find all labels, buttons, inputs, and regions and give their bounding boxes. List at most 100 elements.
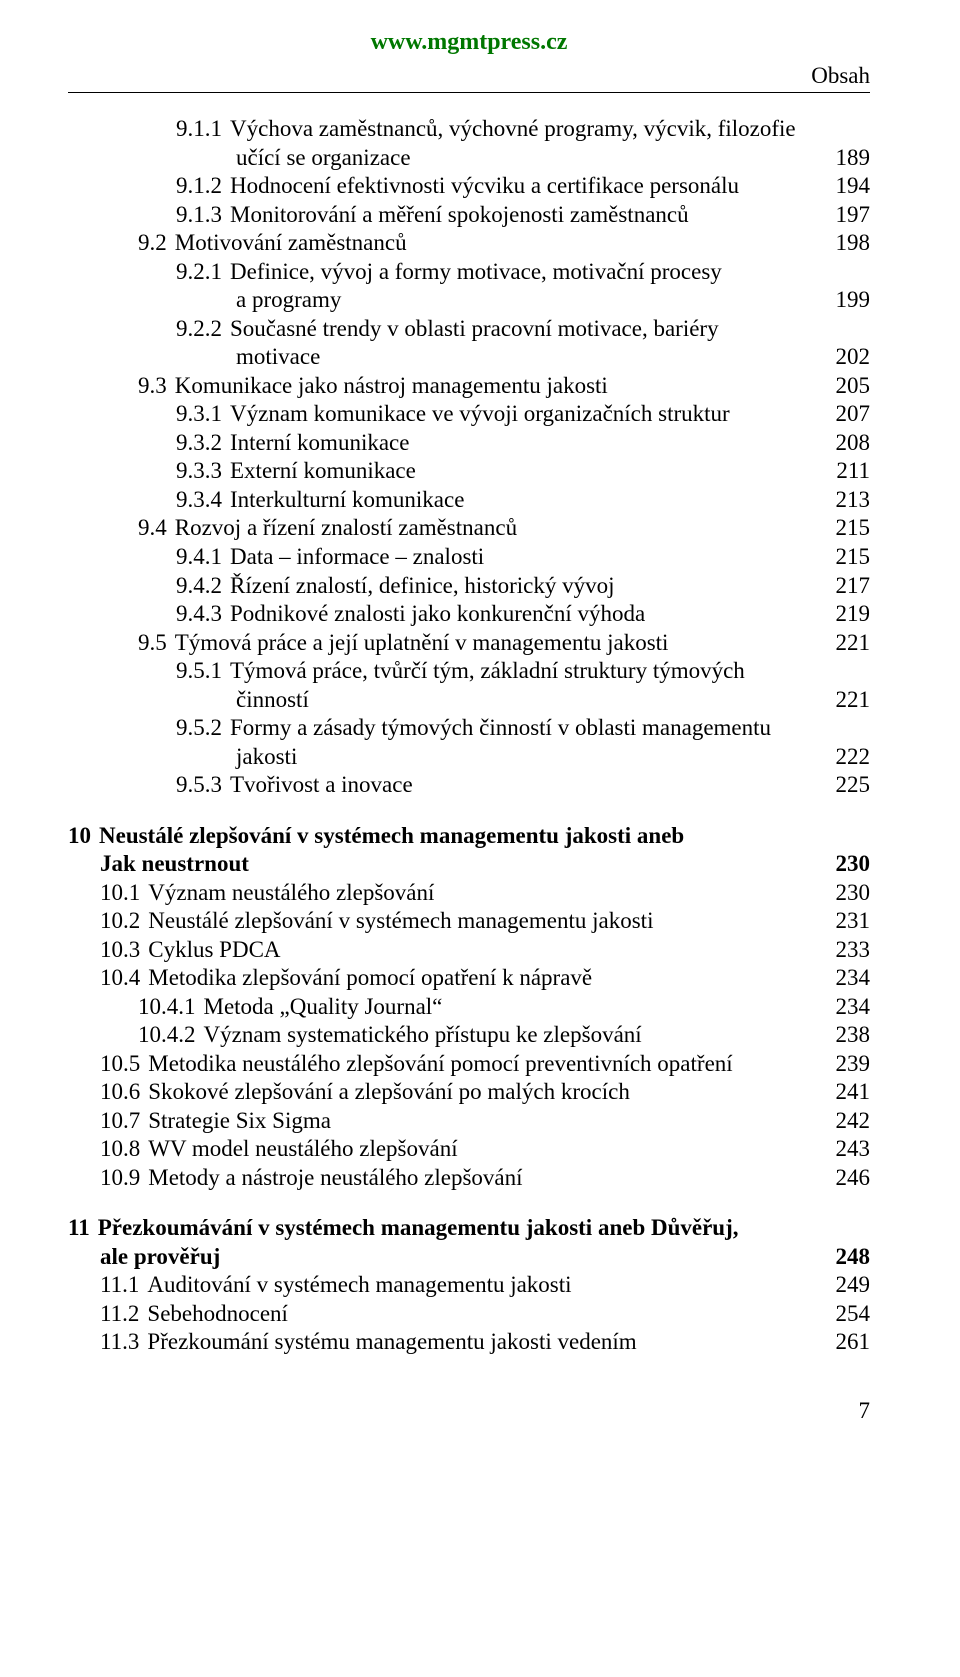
toc-number: 9.1.2 bbox=[176, 172, 230, 201]
toc-page: 246 bbox=[808, 1164, 870, 1193]
toc-title-cont: ale prověřuj bbox=[100, 1243, 808, 1272]
toc-entry-9-1-2: 9.1.2 Hodnocení efektivnosti výcviku a c… bbox=[68, 172, 870, 201]
toc-title: Definice, vývoj a formy motivace, motiva… bbox=[230, 258, 870, 287]
toc-page: 217 bbox=[808, 572, 870, 601]
toc-title: Metody a nástroje neustálého zlepšování bbox=[148, 1164, 808, 1193]
toc-number: 10.6 bbox=[100, 1078, 148, 1107]
toc-number: 10.1 bbox=[100, 879, 148, 908]
toc-page: 261 bbox=[808, 1328, 870, 1357]
toc-page: 208 bbox=[808, 429, 870, 458]
toc-title: Interkulturní komunikace bbox=[230, 486, 808, 515]
toc-number: 10.8 bbox=[100, 1135, 148, 1164]
toc-title-cont: Jak neustrnout bbox=[100, 850, 808, 879]
toc-title: WV model neustálého zlepšování bbox=[148, 1135, 808, 1164]
toc-page: 215 bbox=[808, 514, 870, 543]
toc-page: 213 bbox=[808, 486, 870, 515]
toc-number: 9.4.1 bbox=[176, 543, 230, 572]
toc-number: 9.2.2 bbox=[176, 315, 230, 344]
toc-title: Řízení znalostí, definice, historický vý… bbox=[230, 572, 808, 601]
toc-page: 205 bbox=[808, 372, 870, 401]
toc-number: 11 bbox=[68, 1214, 98, 1243]
toc-number: 9.3.4 bbox=[176, 486, 230, 515]
toc-title: Cyklus PDCA bbox=[148, 936, 808, 965]
toc-page: 239 bbox=[808, 1050, 870, 1079]
toc-entry-9-3-4: 9.3.4 Interkulturní komunikace 213 bbox=[68, 486, 870, 515]
toc-number: 11.1 bbox=[100, 1271, 147, 1300]
toc-entry-9-5-1-cont: činností 221 bbox=[68, 686, 870, 715]
page-number: 7 bbox=[68, 1397, 870, 1426]
toc-title: Skokové zlepšování a zlepšování po malýc… bbox=[148, 1078, 808, 1107]
toc-page: 221 bbox=[808, 686, 870, 715]
toc-entry-9-4-3: 9.4.3 Podnikové znalosti jako konkurenčn… bbox=[68, 600, 870, 629]
toc-number: 9.1.1 bbox=[176, 115, 230, 144]
toc-title: Neustálé zlepšování v systémech manageme… bbox=[148, 907, 808, 936]
toc-title: Rozvoj a řízení znalostí zaměstnanců bbox=[175, 514, 808, 543]
toc-entry-9-4: 9.4 Rozvoj a řízení znalostí zaměstnanců… bbox=[68, 514, 870, 543]
toc-number: 10.3 bbox=[100, 936, 148, 965]
toc-entry-11-3: 11.3 Přezkoumání systému managementu jak… bbox=[68, 1328, 870, 1357]
toc-number: 10 bbox=[68, 822, 99, 851]
toc-entry-10-8: 10.8 WV model neustálého zlepšování 243 bbox=[68, 1135, 870, 1164]
toc-title: Význam systematického přístupu ke zlepšo… bbox=[204, 1021, 809, 1050]
toc-entry-9-3: 9.3 Komunikace jako nástroj managementu … bbox=[68, 372, 870, 401]
toc-title: Týmová práce a její uplatnění v manageme… bbox=[175, 629, 808, 658]
toc-page: 221 bbox=[808, 629, 870, 658]
toc-title: Význam komunikace ve vývoji organizačníc… bbox=[230, 400, 808, 429]
toc-page: 215 bbox=[808, 543, 870, 572]
toc-entry-10-4-2: 10.4.2 Význam systematického přístupu ke… bbox=[68, 1021, 870, 1050]
toc-page: 234 bbox=[808, 993, 870, 1022]
toc-entry-11-cont: ale prověřuj 248 bbox=[68, 1243, 870, 1272]
toc-title: Současné trendy v oblasti pracovní motiv… bbox=[230, 315, 870, 344]
toc-title: Přezkoumávání v systémech managementu ja… bbox=[98, 1214, 870, 1243]
toc-number: 9.2 bbox=[138, 229, 175, 258]
toc-page: 211 bbox=[808, 457, 870, 486]
toc-entry-9-1-1: 9.1.1 Výchova zaměstnanců, výchovné prog… bbox=[68, 115, 870, 144]
toc-title: Týmová práce, tvůrčí tým, základní struk… bbox=[230, 657, 870, 686]
toc-entry-9-2-1-cont: a programy 199 bbox=[68, 286, 870, 315]
toc-entry-9-5-1: 9.5.1 Týmová práce, tvůrčí tým, základní… bbox=[68, 657, 870, 686]
toc-entry-9-1-3: 9.1.3 Monitorování a měření spokojenosti… bbox=[68, 201, 870, 230]
toc-number: 9.1.3 bbox=[176, 201, 230, 230]
toc-entry-9-3-2: 9.3.2 Interní komunikace 208 bbox=[68, 429, 870, 458]
toc-title: Metoda „Quality Journal“ bbox=[204, 993, 809, 1022]
toc-title-cont: učící se organizace bbox=[236, 144, 808, 173]
toc-page: 202 bbox=[808, 343, 870, 372]
toc-title: Strategie Six Sigma bbox=[148, 1107, 808, 1136]
toc-page: 234 bbox=[808, 964, 870, 993]
toc-title-cont: jakosti bbox=[236, 743, 808, 772]
toc-title: Komunikace jako nástroj managementu jako… bbox=[175, 372, 808, 401]
toc-entry-9-4-2: 9.4.2 Řízení znalostí, definice, histori… bbox=[68, 572, 870, 601]
page-label-obsah: Obsah bbox=[68, 62, 870, 91]
toc-number: 11.2 bbox=[100, 1300, 147, 1329]
toc-number: 9.5.1 bbox=[176, 657, 230, 686]
toc-title: Auditování v systémech managementu jakos… bbox=[147, 1271, 808, 1300]
toc-page: 198 bbox=[808, 229, 870, 258]
toc-entry-11: 11 Přezkoumávání v systémech managementu… bbox=[68, 1214, 870, 1243]
toc-page: 194 bbox=[808, 172, 870, 201]
toc-entry-9-3-3: 9.3.3 Externí komunikace 211 bbox=[68, 457, 870, 486]
toc-page: 254 bbox=[808, 1300, 870, 1329]
toc-entry-10-4: 10.4 Metodika zlepšování pomocí opatření… bbox=[68, 964, 870, 993]
toc-page: 189 bbox=[808, 144, 870, 173]
toc-entry-9-2: 9.2 Motivování zaměstnanců 198 bbox=[68, 229, 870, 258]
toc-number: 9.5.3 bbox=[176, 771, 230, 800]
toc-number: 9.4.3 bbox=[176, 600, 230, 629]
toc-title: Metodika neustálého zlepšování pomocí pr… bbox=[148, 1050, 808, 1079]
toc-entry-10-5: 10.5 Metodika neustálého zlepšování pomo… bbox=[68, 1050, 870, 1079]
toc-number: 9.2.1 bbox=[176, 258, 230, 287]
toc-number: 9.3.3 bbox=[176, 457, 230, 486]
toc-title: Tvořivost a inovace bbox=[230, 771, 808, 800]
toc-page: 238 bbox=[808, 1021, 870, 1050]
toc-number: 9.3.2 bbox=[176, 429, 230, 458]
toc-entry-9-1-1-cont: učící se organizace 189 bbox=[68, 144, 870, 173]
toc-title: Význam neustálého zlepšování bbox=[148, 879, 808, 908]
toc-title: Monitorování a měření spokojenosti zaměs… bbox=[230, 201, 808, 230]
toc-entry-9-2-2: 9.2.2 Současné trendy v oblasti pracovní… bbox=[68, 315, 870, 344]
toc-number: 11.3 bbox=[100, 1328, 147, 1357]
toc-title: Hodnocení efektivnosti výcviku a certifi… bbox=[230, 172, 808, 201]
toc-number: 9.4 bbox=[138, 514, 175, 543]
toc-entry-10-cont: Jak neustrnout 230 bbox=[68, 850, 870, 879]
toc-title: Metodika zlepšování pomocí opatření k ná… bbox=[148, 964, 808, 993]
toc-entry-9-2-2-cont: motivace 202 bbox=[68, 343, 870, 372]
toc-title: Motivování zaměstnanců bbox=[175, 229, 808, 258]
